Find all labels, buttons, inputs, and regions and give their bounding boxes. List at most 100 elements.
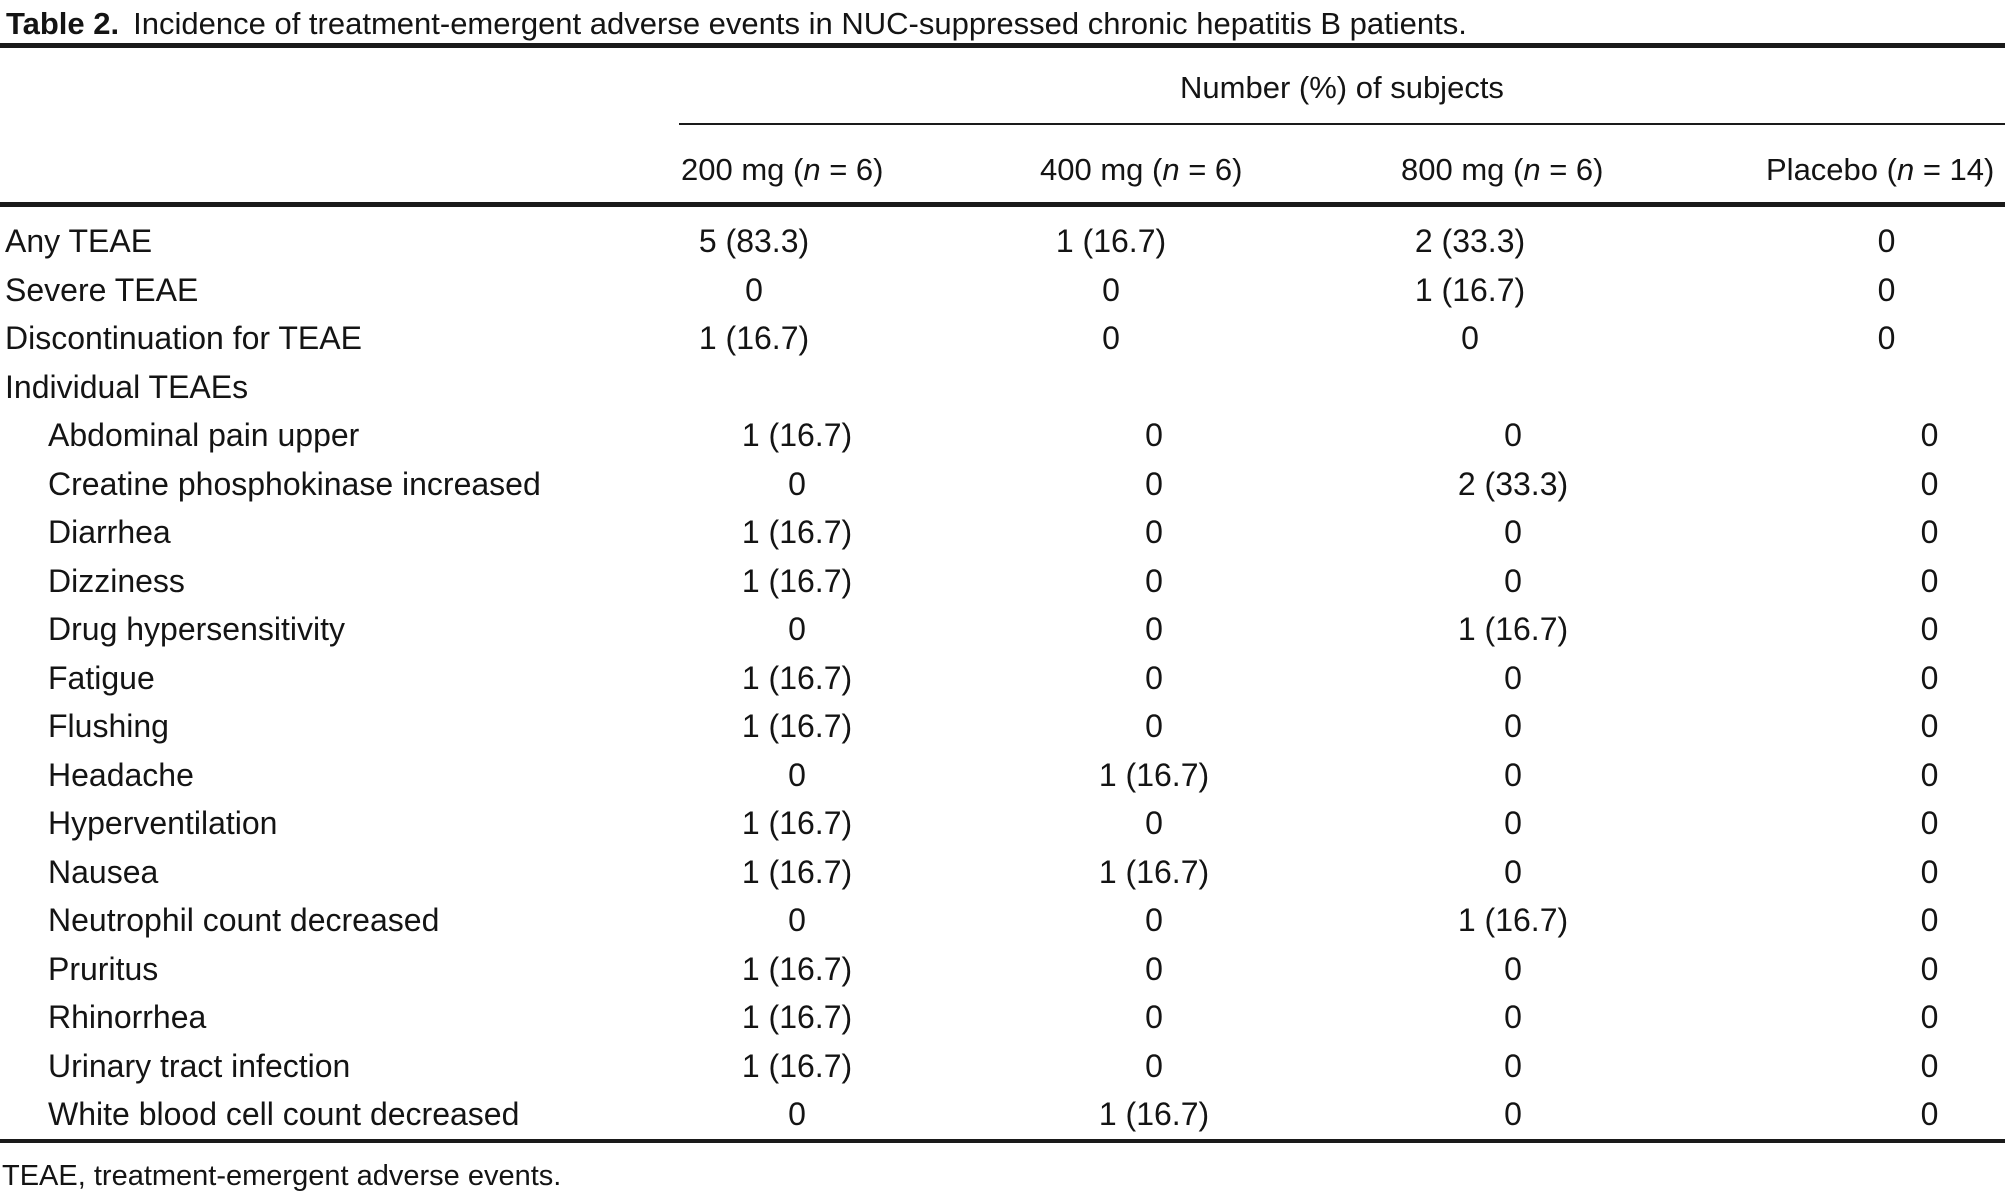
cell-400mg: 0 [1041, 266, 1400, 315]
cell-200mg: 0 [727, 896, 1084, 945]
cell-200mg: 1 (16.7) [727, 848, 1084, 897]
cell-placebo: 0 [1806, 1042, 2005, 1091]
cell-value: 1 (16.7) [1457, 902, 1569, 938]
table-caption: Incidence of treatment-emergent adverse … [133, 6, 1467, 41]
table-title: Table 2. Incidence of treatment-emergent … [0, 0, 2005, 43]
cell-value: 0 [1102, 320, 1120, 356]
column-header-placebo: Placebo (n = 14) [1764, 125, 2005, 202]
cell-200mg: 1 (16.7) [684, 314, 1041, 363]
cell-value: 0 [1504, 756, 1522, 793]
header-n-italic: n [1523, 151, 1541, 187]
cell-value: 0 [1504, 950, 1522, 987]
table-row: Nausea 1 (16.7) 1 (16.7) 0 0 [0, 848, 2005, 897]
cell-800mg: 0 [1443, 848, 1806, 897]
cell-value: 0 [1920, 708, 1939, 744]
cell-value: 0 [1920, 1047, 1939, 1084]
cell-800mg [1400, 363, 1763, 412]
header-text: = 6) [1540, 151, 1604, 187]
cell-placebo [1763, 363, 2005, 412]
header-text: = 6) [1179, 151, 1243, 187]
row-label: Fatigue [48, 659, 155, 696]
table-row: Severe TEAE 0 0 1 (16.7) 0 [0, 266, 2005, 315]
row-label: Rhinorrhea [48, 999, 207, 1035]
cell-200mg: 0 [727, 1090, 1084, 1139]
cell-value: 0 [1920, 417, 1939, 453]
cell-800mg: 0 [1443, 799, 1806, 848]
cell-placebo: 0 [1806, 702, 2005, 751]
cell-200mg: 0 [727, 751, 1084, 800]
cell-400mg: 1 (16.7) [1084, 848, 1443, 897]
cell-value: 0 [788, 465, 806, 502]
cell-400mg: 0 [1041, 314, 1400, 363]
table-row: Any TEAE 5 (83.3) 1 (16.7) 2 (33.3) 0 [0, 217, 2005, 266]
cell-value: 0 [1504, 417, 1522, 453]
cell-value: 0 [1145, 611, 1163, 647]
cell-value: 0 [1920, 902, 1939, 938]
cell-value: 0 [745, 271, 763, 308]
cell-value: 1 (16.7) [741, 805, 853, 841]
row-label: Discontinuation for TEAE [5, 320, 362, 356]
cell-value: 0 [1504, 562, 1522, 599]
table-row: Discontinuation for TEAE 1 (16.7) 0 0 0 [0, 314, 2005, 363]
header-bottom-rule [0, 202, 2005, 207]
cell-value: 0 [1504, 708, 1522, 744]
cell-value: 0 [1920, 659, 1939, 696]
spanner-left-spacer [0, 48, 679, 125]
cell-400mg: 0 [1084, 799, 1443, 848]
cell-400mg: 0 [1084, 945, 1443, 994]
cell-800mg: 0 [1443, 557, 1806, 606]
cell-800mg: 0 [1443, 945, 1806, 994]
cell-value: 0 [1504, 514, 1522, 550]
column-header-200mg: 200 mg (n = 6) [679, 125, 1038, 202]
cell-value: 1 (16.7) [1457, 611, 1569, 647]
cell-800mg: 2 (33.3) [1443, 460, 1806, 509]
row-label: Hyperventilation [48, 805, 278, 841]
spanner-header-label: Number (%) of subjects [1180, 69, 1504, 105]
row-label: Pruritus [48, 950, 159, 987]
cell-400mg: 0 [1084, 460, 1443, 509]
cell-value: 1 (16.7) [741, 562, 853, 599]
cell-value: 0 [1145, 902, 1163, 938]
cell-value: 1 (16.7) [1414, 271, 1526, 308]
cell-800mg: 2 (33.3) [1400, 217, 1763, 266]
cell-value: 0 [788, 902, 806, 938]
cell-value: 0 [1145, 1047, 1163, 1084]
cell-value: 1 (16.7) [741, 950, 853, 987]
cell-800mg: 0 [1443, 508, 1806, 557]
cell-value: 0 [1877, 223, 1896, 259]
cell-value: 0 [1145, 950, 1163, 987]
cell-value: 0 [1145, 708, 1163, 744]
cell-800mg: 0 [1443, 1042, 1806, 1091]
table-row: Hyperventilation 1 (16.7) 0 0 0 [0, 799, 2005, 848]
cell-200mg: 1 (16.7) [727, 1042, 1084, 1091]
stub-header [0, 125, 679, 202]
cell-value: 0 [788, 1096, 806, 1132]
cell-200mg: 1 (16.7) [727, 945, 1084, 994]
cell-800mg: 0 [1400, 314, 1763, 363]
spanner-header: Number (%) of subjects [679, 48, 2005, 125]
cell-value: 1 (16.7) [741, 853, 853, 890]
cell-200mg: 1 (16.7) [727, 799, 1084, 848]
cell-400mg: 1 (16.7) [1041, 217, 1400, 266]
cell-value: 1 (16.7) [741, 999, 853, 1035]
column-header-400mg: 400 mg (n = 6) [1038, 125, 1399, 202]
header-text: Placebo ( [1766, 151, 1897, 187]
table-row: Individual TEAEs [0, 363, 2005, 412]
table-row: Drug hypersensitivity 0 0 1 (16.7) 0 [0, 605, 2005, 654]
cell-400mg: 1 (16.7) [1084, 1090, 1443, 1139]
cell-value: 0 [1920, 999, 1939, 1035]
cell-value: 0 [788, 611, 806, 647]
row-label: Abdominal pain upper [48, 417, 360, 453]
cell-value: 0 [788, 756, 806, 793]
table-number: Table 2. [6, 6, 120, 41]
header-n-italic: n [1896, 151, 1915, 187]
cell-400mg: 0 [1084, 702, 1443, 751]
cell-value: 1 (16.7) [741, 659, 853, 696]
row-label: Diarrhea [48, 514, 171, 550]
cell-placebo: 0 [1763, 266, 2005, 315]
header-text: 400 mg ( [1040, 151, 1163, 187]
cell-value: 0 [1145, 805, 1163, 841]
cell-400mg: 1 (16.7) [1084, 751, 1443, 800]
table-row: Neutrophil count decreased 0 0 1 (16.7) … [0, 896, 2005, 945]
